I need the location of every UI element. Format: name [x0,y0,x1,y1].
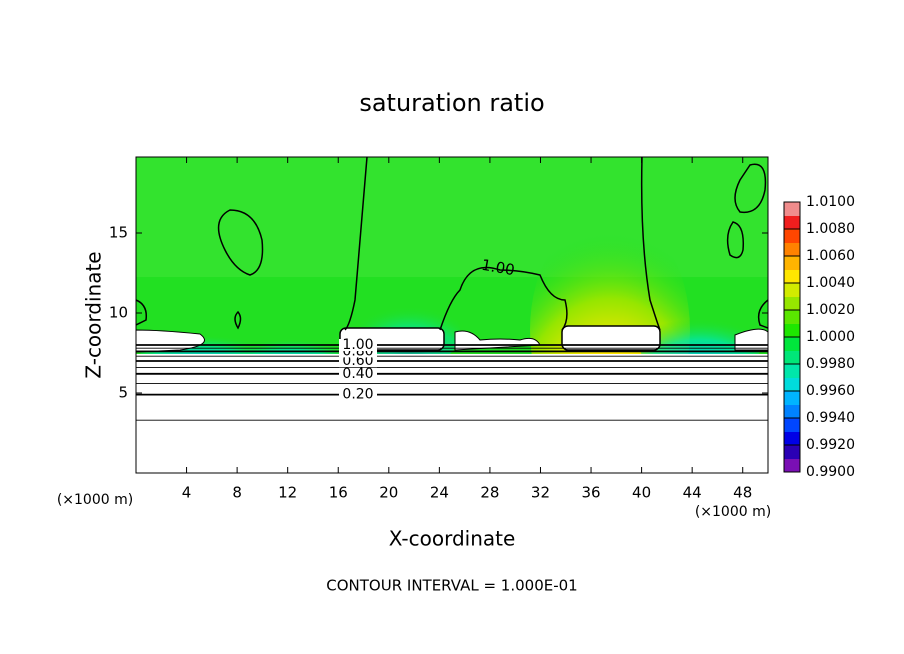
colorbar-swatch [784,364,800,378]
colorbar-tick-label: 0.9900 [806,464,855,480]
colorbar-swatch [784,418,800,432]
chart-title: saturation ratio [359,89,544,117]
contour-annotation: 1.00 [480,256,516,280]
contour-label-bg [339,339,377,351]
colorbar-swatch [784,269,800,284]
contour-label: 1.00 [342,337,373,353]
x-tick-label: 20 [379,484,398,502]
contour-label: 0.40 [342,366,373,382]
colorbar-swatch [784,242,800,257]
x-tick-label: 8 [232,484,242,502]
colorbar-swatch [784,350,800,365]
contour-label-bg [339,355,377,367]
colorbar-swatch [784,215,800,230]
colorbar-tick-label: 0.9940 [806,410,855,426]
colorbar-tick-label: 1.0080 [806,221,855,237]
colorbar-swatch [784,445,800,459]
colorbar-swatch [784,310,800,324]
x-tick-label: 48 [733,484,752,502]
colorbar-tick-label: 0.9960 [806,383,855,399]
colorbar-tick-label: 1.0100 [806,194,855,210]
colorbar-tick-label: 1.0020 [806,302,855,318]
colorbar-tick-label: 0.9980 [806,356,855,372]
x-tick-label: 40 [632,484,651,502]
footer: CONTOUR INTERVAL = 1.000E-01 [326,577,577,595]
x-tick-label: 32 [531,484,550,502]
x-unit-label: (×1000 m) [57,492,133,508]
x-tick-label: 24 [430,484,449,502]
y-tick-label: 10 [109,304,128,322]
colorbar-swatch [784,283,800,297]
contour-label-bg [339,367,377,380]
colorbar-tick-label: 1.0040 [806,275,855,291]
colorbar-swatch [784,229,800,243]
x-tick-label: 44 [683,484,702,502]
x-tick-label: 4 [182,484,192,502]
x-axis-label: X-coordinate [389,527,516,551]
x-unit-label: (×1000 m) [695,504,771,520]
x-tick-label: 36 [581,484,600,502]
colorbar-swatch [784,458,800,473]
contour-label: 0.20 [342,387,373,403]
y-axis-label: Z-coordinate [82,251,106,378]
y-tick-label: 15 [109,224,128,242]
colorbar-swatch [784,323,800,338]
x-tick-label: 12 [278,484,297,502]
colorbar-swatch [784,377,800,392]
colorbar-swatch [784,431,800,446]
x-tick-label: 16 [329,484,348,502]
colorbar-swatch [784,202,800,216]
x-tick-label: 28 [480,484,499,502]
contour-field [136,157,768,473]
colorbar-swatch [784,391,800,405]
colorbar-swatch [784,296,800,311]
colorbar-swatch [784,256,800,270]
colorbar-swatch [784,337,800,351]
colorbar-swatch [784,404,800,419]
colorbar-tick-label: 0.9920 [806,437,855,453]
y-tick-label: 5 [118,384,128,402]
colorbar-tick-label: 1.0060 [806,248,855,264]
colorbar-tick-label: 1.0000 [806,329,855,345]
plot-frame [135,156,769,474]
contour-label-bg [339,388,377,401]
